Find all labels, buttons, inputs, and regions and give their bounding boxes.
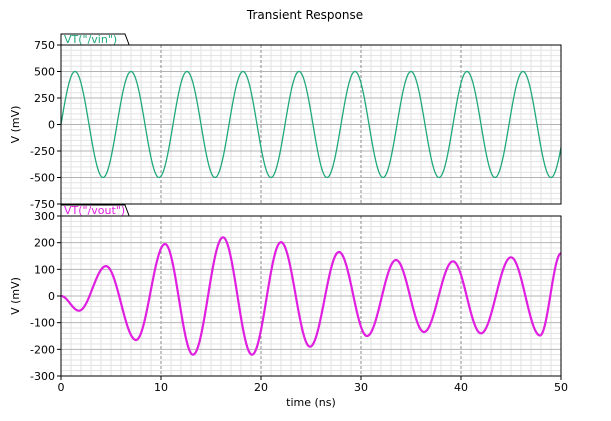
series-line-vout <box>60 236 562 356</box>
plot-frame <box>60 44 562 205</box>
y-tick-label: -100 <box>30 317 55 330</box>
legend-label: VT("/vin") <box>64 33 117 46</box>
y-tick-label: 750 <box>34 39 55 52</box>
panel-vin: 750 500 250 0 -250 -500 -750 VT("/vin") V (mV) <box>9 33 562 211</box>
y-tick-label: -750 <box>30 198 55 211</box>
y-tick-label: 500 <box>34 66 55 79</box>
y-tick-label: -250 <box>30 145 55 158</box>
x-tick-label: 20 <box>254 381 268 394</box>
plot-frame <box>60 215 562 377</box>
y-tick-label: 100 <box>34 263 55 276</box>
y-tick-label: 250 <box>34 92 55 105</box>
x-tick-label: 40 <box>454 381 468 394</box>
chart-title: Transient Response <box>246 8 363 22</box>
x-tick-label: 50 <box>554 381 568 394</box>
series-line-vin <box>60 70 562 179</box>
x-axis-label: time (ns) <box>286 396 336 409</box>
y-tick-label: 0 <box>48 119 55 132</box>
y-axis-label: V (mV) <box>9 277 22 315</box>
y-tick-label: 200 <box>34 237 55 250</box>
x-tick-label: 10 <box>154 381 168 394</box>
legend-tab <box>60 204 130 216</box>
y-tick-label: -500 <box>30 172 55 185</box>
y-tick-label: -300 <box>30 370 55 383</box>
y-tick-label: 0 <box>48 290 55 303</box>
panel-vout: 300 200 100 0 -100 -200 -300 VT("/vout") V (mV) 0… <box>9 204 568 394</box>
y-tick-label: 300 <box>34 210 55 223</box>
y-tick-label: -200 <box>30 343 55 356</box>
x-tick-label: 0 <box>58 381 65 394</box>
y-axis-label: V (mV) <box>9 106 22 144</box>
legend-label: VT("/vout") <box>64 204 125 217</box>
legend-tab <box>60 33 130 45</box>
x-tick-label: 30 <box>354 381 368 394</box>
